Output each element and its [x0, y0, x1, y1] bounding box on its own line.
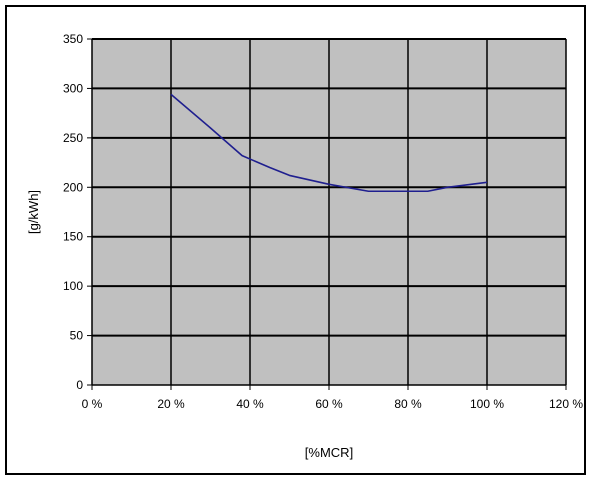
y-tick-label: 150	[63, 230, 83, 244]
y-tick-label: 350	[63, 32, 83, 46]
x-tick-label: 60 %	[315, 397, 343, 411]
x-tick-label: 80 %	[394, 397, 422, 411]
y-tick-label: 100	[63, 279, 83, 293]
x-tick-label: 0 %	[82, 397, 103, 411]
grid-lines	[92, 38, 567, 385]
tick-labels: 0 50 100 150 200 250 300 350 0 % 20 % 40 % 60 % 80 %…	[63, 32, 583, 411]
y-axis-title: [g/kWh]	[26, 190, 41, 234]
y-tick-label: 250	[63, 131, 83, 145]
series-line	[170, 93, 488, 193]
y-tick-label: 50	[70, 329, 84, 343]
axes	[87, 38, 567, 390]
x-axis-title: [%MCR]	[305, 445, 353, 460]
x-tick-label: 100 %	[470, 397, 504, 411]
x-tick-label: 40 %	[236, 397, 264, 411]
y-tick-label: 300	[63, 81, 83, 95]
y-tick-label: 200	[63, 180, 83, 194]
y-tick-label: 0	[76, 378, 83, 392]
x-tick-label: 20 %	[157, 397, 185, 411]
series-layer	[170, 93, 488, 193]
x-tick-label: 120 %	[549, 397, 583, 411]
